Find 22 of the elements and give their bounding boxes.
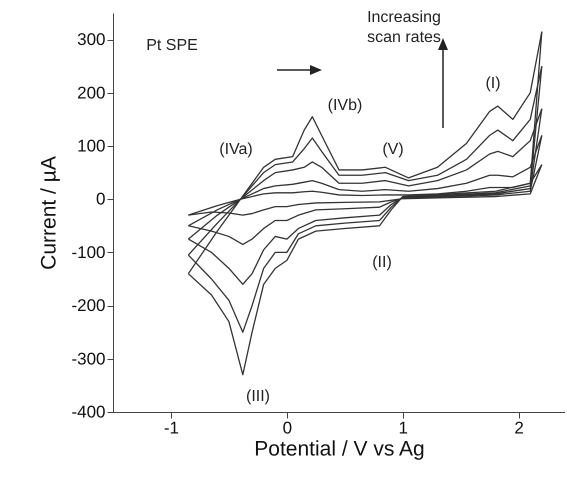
y-tick-label: -100: [71, 242, 106, 262]
y-tick-label: -200: [71, 296, 106, 316]
y-tick-label: -300: [71, 349, 106, 368]
annotation: (II): [372, 253, 392, 273]
annotation: (IVb): [328, 96, 362, 116]
annotation: (IVa): [219, 140, 253, 160]
y-tick-label: 300: [77, 30, 106, 50]
y-tick-label: 200: [77, 83, 106, 102]
x-axis-title: Potential / V vs Ag: [254, 438, 425, 460]
annotation: (III): [246, 387, 270, 407]
y-axis-title: Current / µA: [37, 156, 60, 270]
y-tick-label: -400: [71, 402, 106, 422]
x-tick-label: 0: [282, 418, 292, 438]
annotation: Pt SPE: [146, 36, 198, 56]
y-tick-label: 0: [96, 190, 106, 209]
annotation: (I): [485, 74, 501, 94]
x-tick-label: 2: [514, 418, 524, 438]
annotation: Increasing scan rates: [366, 8, 442, 48]
y-tick-label: 100: [77, 136, 106, 156]
annotation: (V): [382, 140, 404, 160]
x-tick-label: -1: [164, 418, 180, 438]
x-tick-label: 1: [398, 418, 408, 438]
